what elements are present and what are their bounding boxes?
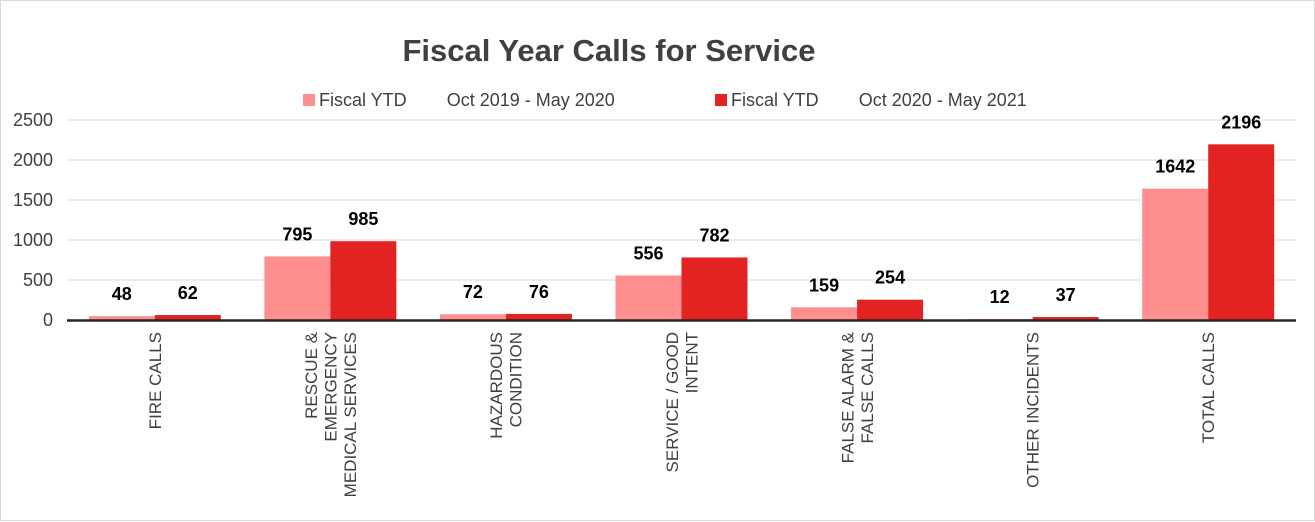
data-label: 254 [875, 268, 905, 288]
y-tick-label: 2500 [13, 110, 53, 130]
x-category-label: FALSE ALARM & FALSE CALLS [838, 331, 877, 463]
bar [1208, 144, 1275, 320]
bar [1142, 188, 1209, 320]
x-axis-categories: FIRE CALLS RESCUE & EMERGENCY MEDICAL SERVI… [146, 331, 1218, 497]
data-label: 985 [348, 209, 378, 229]
legend-swatch [303, 94, 315, 106]
data-label: 795 [282, 224, 312, 244]
bars [88, 144, 1275, 320]
y-tick-label: 1000 [13, 230, 53, 250]
x-category-label: SERVICE / GOOD INTENT [663, 332, 702, 472]
bar [1032, 317, 1099, 320]
bar [857, 299, 924, 320]
data-label: 2196 [1221, 112, 1261, 132]
legend-swatch [715, 94, 727, 106]
y-tick-label: 1500 [13, 190, 53, 210]
x-category-label: RESCUE & EMERGENCY MEDICAL SERVICES [302, 331, 360, 497]
legend: Fiscal YTD Oct 2019 - May 2020 Fiscal YTD… [303, 90, 1027, 110]
data-label: 556 [633, 244, 663, 264]
y-tick-label: 0 [43, 310, 53, 330]
data-label: 76 [529, 282, 549, 302]
x-category-line: EMERGENCY [321, 332, 340, 442]
x-category-line: SERVICE / GOOD [663, 332, 682, 472]
bar [330, 241, 397, 320]
data-label: 62 [178, 283, 198, 303]
chart-title: Fiscal Year Calls for Service [402, 33, 815, 68]
y-axis-ticks: 0 500 1000 1500 2000 2500 [13, 110, 53, 330]
bar [791, 307, 858, 320]
x-category-line: INTENT [682, 332, 701, 393]
x-category-label: OTHER INCIDENTS [1024, 332, 1043, 488]
y-tick-label: 2000 [13, 150, 53, 170]
x-category-line: HAZARDOUS [487, 332, 506, 439]
x-category-line: FALSE CALLS [858, 332, 877, 444]
data-labels: 48 795 72 556 159 12 1642 62 985 76 782 254 37 2196 [112, 112, 1261, 307]
bar [439, 314, 506, 320]
bar [681, 257, 748, 320]
x-category-line: RESCUE & [302, 331, 321, 419]
x-category-line: FALSE ALARM & [838, 331, 857, 463]
x-category-label: TOTAL CALLS [1199, 332, 1218, 443]
y-tick-label: 500 [23, 270, 53, 290]
bar [154, 315, 221, 320]
data-label: 48 [112, 284, 132, 304]
x-category-line: TOTAL CALLS [1199, 332, 1218, 443]
x-category-line: CONDITION [507, 332, 526, 427]
legend-label: Fiscal YTD Oct 2020 - May 2021 [731, 90, 1027, 110]
gridlines [67, 119, 1296, 281]
data-label: 1642 [1155, 157, 1195, 177]
x-category-line: FIRE CALLS [146, 332, 165, 429]
legend-label: Fiscal YTD Oct 2019 - May 2020 [319, 90, 615, 110]
bar [615, 275, 682, 320]
data-label: 37 [1056, 285, 1076, 305]
bar [264, 256, 331, 320]
bar [505, 313, 572, 320]
bar [88, 316, 155, 320]
x-category-label: HAZARDOUS CONDITION [487, 332, 526, 439]
x-category-line: MEDICAL SERVICES [341, 332, 360, 497]
data-label: 159 [809, 275, 839, 295]
data-label: 782 [699, 225, 729, 245]
x-category-label: FIRE CALLS [146, 332, 165, 429]
data-label: 12 [990, 287, 1010, 307]
x-category-line: OTHER INCIDENTS [1024, 332, 1043, 488]
data-label: 72 [463, 282, 483, 302]
